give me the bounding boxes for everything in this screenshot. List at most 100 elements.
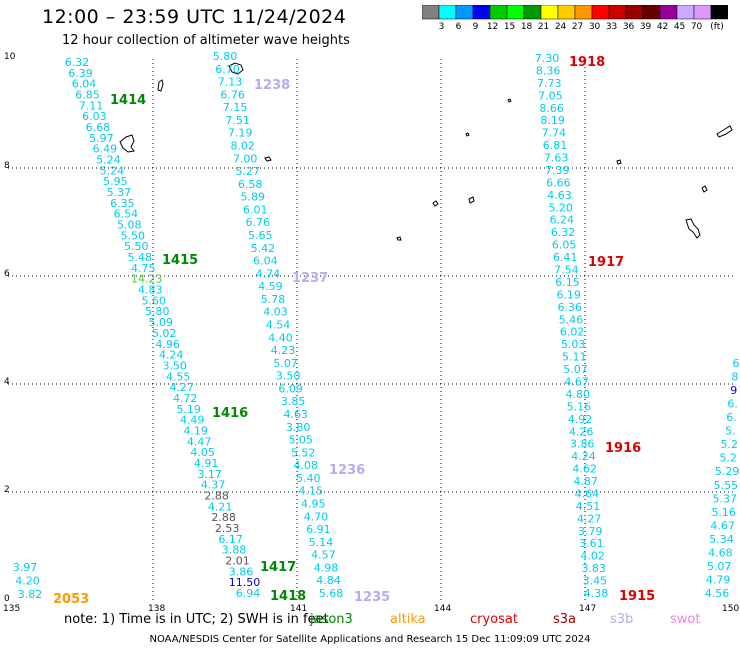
wave-height-value: 6.81: [543, 139, 568, 152]
wave-height-value: 6.35: [110, 197, 135, 210]
wave-height-value: 5.16: [567, 400, 592, 413]
wave-height-value: 8.19: [540, 114, 565, 127]
wave-height-value: 4.72: [173, 392, 198, 405]
wave-height-value: 6.04: [72, 78, 97, 91]
wave-height-value: 4.21: [208, 500, 233, 513]
legend-item: jason3: [310, 612, 353, 627]
altimeter-tracks: 6.326.396.046.857.116.036.685.976.495.24…: [13, 50, 740, 601]
color-scale-label: 21: [537, 22, 550, 32]
wave-height-value: 5.02: [152, 327, 177, 340]
wave-height-value: 4.63: [283, 408, 308, 421]
wave-height-value: 8.36: [536, 64, 561, 77]
y-tick-label: 4: [4, 377, 10, 387]
color-scale-label: 18: [520, 22, 533, 32]
wave-height-value: 3.86: [570, 438, 595, 451]
wave-height-value: 6.17: [218, 533, 243, 546]
wave-height-value: 6.94: [236, 587, 261, 600]
wave-height-value: 4.62: [572, 463, 597, 476]
wave-height-value: 5.14: [309, 536, 334, 549]
pass-label: 1237: [292, 271, 328, 286]
wave-height-value: 7.51: [225, 114, 250, 127]
color-scale-label: 70: [690, 22, 703, 32]
wave-height-value: 7.63: [544, 152, 569, 165]
wave-height-value: 5.07: [273, 357, 298, 370]
wave-height-value: 2.01: [225, 555, 250, 568]
wave-height-value: 14.23: [131, 273, 163, 286]
wave-height-value: 4.24: [571, 450, 596, 463]
wave-height-value: 8.02: [230, 140, 255, 153]
island-shape: [264, 156, 272, 162]
wave-height-value: 6.58: [238, 178, 263, 191]
wave-height-value: 6.41: [553, 251, 578, 264]
color-scale-label: 45: [673, 22, 686, 32]
wave-height-value: 2.88: [204, 490, 229, 503]
island-outlines: [119, 62, 733, 241]
wave-height-value: 6.85: [75, 89, 100, 102]
wave-height-value: 5.20: [548, 201, 573, 214]
wave-height-value: 9: [730, 384, 737, 397]
pass-label: 1236: [329, 463, 365, 478]
wave-height-value: 6.: [726, 411, 737, 424]
wave-height-value: 4.40: [268, 331, 293, 344]
color-scale-label: 42: [656, 22, 669, 32]
wave-height-value: 5.19: [176, 403, 201, 416]
island-shape: [468, 196, 475, 204]
wave-height-value: 5.80: [145, 305, 170, 318]
wave-height-value: 4.51: [576, 500, 601, 513]
color-scale-label: 15: [503, 22, 516, 32]
wave-height-value: 5.37: [107, 186, 132, 199]
wave-height-value: 6.24: [550, 214, 575, 227]
wave-height-value: 6.03: [82, 110, 107, 123]
wave-height-value: 6.39: [68, 67, 93, 80]
wave-height-value: 6.15: [555, 276, 580, 289]
x-tick-label: 135: [3, 604, 20, 612]
pass-label: 1238: [254, 78, 290, 93]
wave-height-value: 5.07: [563, 363, 588, 376]
wave-height-value: 3.50: [276, 370, 301, 383]
x-tick-label: 138: [148, 604, 165, 612]
wave-height-value: 5.50: [121, 229, 146, 242]
island-shape: [616, 159, 622, 165]
wave-height-value: 6.32: [65, 56, 90, 69]
wave-height-value: 5.2: [719, 452, 737, 465]
wave-height-value: 4.84: [316, 574, 341, 587]
wave-height-value: 7.74: [542, 127, 567, 140]
wave-height-value: 4.92: [568, 413, 593, 426]
wave-height-value: 4.70: [304, 510, 329, 523]
wave-height-value: 4.02: [580, 550, 605, 563]
wave-height-value: 4.83: [138, 284, 163, 297]
wave-height-value: 4.67: [710, 519, 735, 532]
wave-height-value: 3.17: [197, 468, 222, 481]
wave-height-value: 3.61: [579, 537, 604, 550]
wave-height-value: 4.24: [159, 349, 184, 362]
wave-height-value: 5.11: [562, 351, 587, 364]
wave-height-value: 3.97: [13, 561, 38, 574]
island-shape: [228, 62, 244, 75]
pass-label: 1418: [270, 589, 306, 604]
color-scale-unit: (ft): [710, 22, 724, 32]
wave-height-value: 3.82: [18, 588, 43, 601]
wave-height-value: 6.91: [306, 523, 331, 536]
wave-height-value: 5.09: [149, 316, 174, 329]
island-shape: [432, 200, 439, 207]
footer-credit: NOAA/NESDIS Center for Satellite Applica…: [149, 634, 591, 645]
wave-height-value: 5.89: [241, 191, 266, 204]
wave-height-value: 5.16: [711, 506, 736, 519]
island-shape: [157, 79, 164, 92]
wave-height-value: 5.48: [128, 251, 153, 264]
color-scale-label: 33: [605, 22, 618, 32]
wave-height-value: 5.03: [561, 338, 586, 351]
wave-height-value: 7.54: [554, 264, 579, 277]
wave-height-value: 5.07: [707, 560, 732, 573]
wave-height-value: 4.26: [569, 425, 594, 438]
pass-label: 1415: [162, 253, 198, 268]
wave-height-value: 2.88: [211, 511, 236, 524]
wave-height-value: 4.79: [706, 574, 731, 587]
wave-height-value: 8.66: [539, 102, 564, 115]
wave-height-value: 3.80: [286, 421, 311, 434]
wave-height-value: 6.66: [546, 176, 571, 189]
wave-height-value: 5.: [725, 425, 736, 438]
wave-height-value: 6.76: [220, 88, 245, 101]
